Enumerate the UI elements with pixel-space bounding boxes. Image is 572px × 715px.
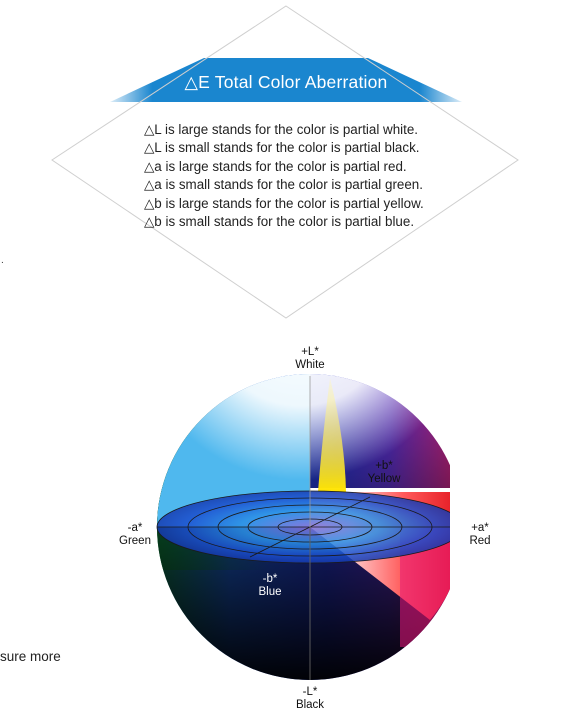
description-line: △a is small stands for the color is part… bbox=[144, 177, 423, 193]
axis-code: +a* bbox=[471, 522, 489, 534]
axis-name: Green bbox=[119, 534, 151, 547]
description-line: △a is large stands for the color is part… bbox=[144, 158, 407, 174]
yellow-segment bbox=[318, 378, 346, 492]
axis-label-minus-a: -a* Green bbox=[119, 522, 151, 547]
axis-label-minus-b: -b* Blue bbox=[258, 573, 281, 598]
description-line: △L is small stands for the color is part… bbox=[144, 140, 420, 156]
title-banner bbox=[110, 58, 462, 102]
axis-code: -b* bbox=[262, 573, 278, 585]
axis-code: +L* bbox=[301, 346, 319, 358]
ab-plane-disc bbox=[156, 490, 450, 564]
axis-label-minus-l: -L* Black bbox=[296, 686, 324, 711]
axis-label-plus-l: +L* White bbox=[295, 346, 324, 371]
axis-name: Yellow bbox=[367, 472, 401, 485]
axis-code: -L* bbox=[302, 686, 318, 698]
clipped-body-text: sure more bbox=[0, 649, 61, 664]
stray-mark: . bbox=[1, 255, 4, 266]
diamond-outline bbox=[51, 5, 519, 319]
axis-name: Red bbox=[469, 534, 491, 547]
axis-label-plus-a: +a* Red bbox=[469, 522, 490, 547]
difference-descriptions: △L is large stands for the color is part… bbox=[144, 121, 424, 231]
color-space-sphere bbox=[156, 374, 450, 680]
diamond-frame bbox=[51, 5, 519, 319]
axis-name: Black bbox=[295, 698, 325, 711]
axis-label-plus-b: +b* Yellow bbox=[368, 460, 401, 485]
axis-code: +b* bbox=[375, 460, 393, 472]
banner-title: △E Total Color Aberration bbox=[184, 72, 388, 92]
description-line: △b is large stands for the color is part… bbox=[144, 195, 424, 211]
description-line: △b is small stands for the color is part… bbox=[144, 214, 415, 230]
axis-name: Blue bbox=[258, 585, 282, 598]
axis-code: -a* bbox=[127, 522, 143, 534]
description-line: △L is large stands for the color is part… bbox=[144, 122, 419, 137]
axis-name: White bbox=[295, 358, 325, 371]
